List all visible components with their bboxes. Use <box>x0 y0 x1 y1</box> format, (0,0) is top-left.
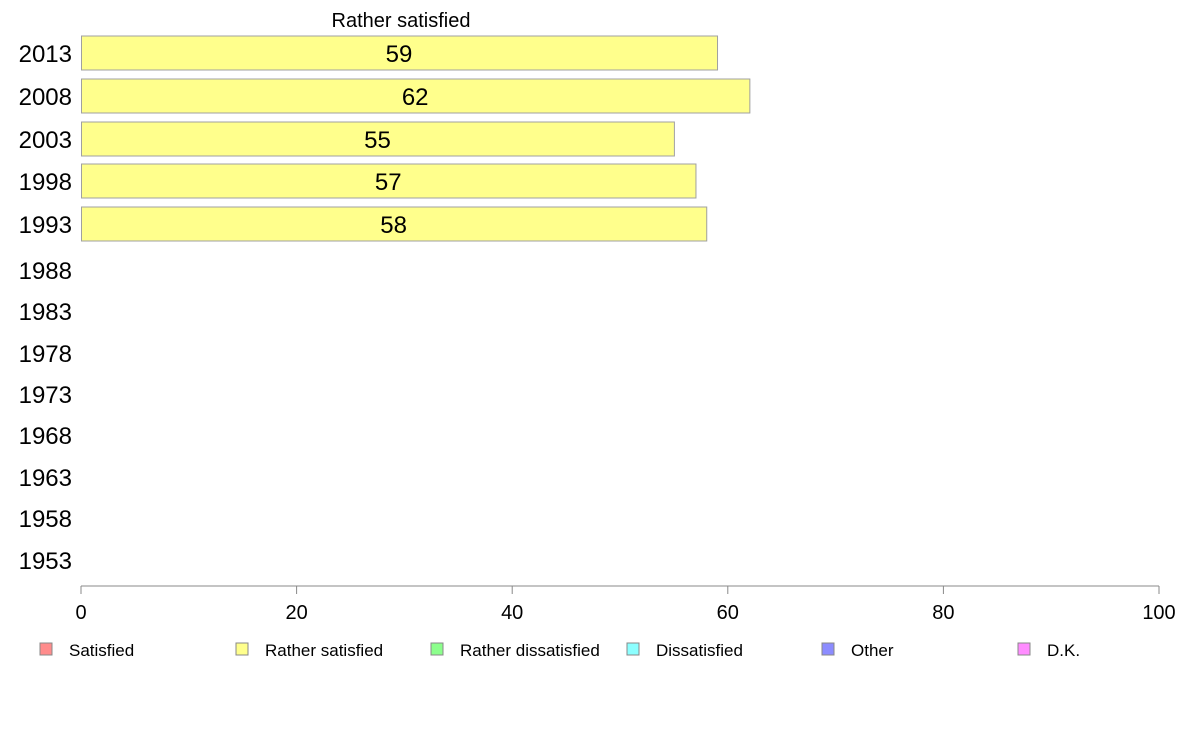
y-tick-label: 2013 <box>19 41 72 68</box>
bars-group: 59 62 55 57 58 <box>81 35 751 242</box>
x-axis: 0 20 40 60 80 100 <box>75 585 1176 624</box>
legend-entry: Rather dissatisfied <box>460 641 600 660</box>
bar-value-label: 59 <box>386 41 413 68</box>
bar <box>81 206 708 242</box>
y-tick-label: 1968 <box>19 423 72 450</box>
legend-swatch <box>430 642 444 656</box>
x-tick-label: 0 <box>75 602 86 624</box>
x-tick-label: 100 <box>1142 602 1175 624</box>
bar <box>81 121 675 157</box>
y-tick-label: 1983 <box>19 299 72 326</box>
bar-value-label: 58 <box>380 212 407 239</box>
y-tick-label: 1953 <box>19 548 72 575</box>
legend-entry: Satisfied <box>69 641 134 660</box>
chart-title: Rather satisfied <box>332 10 471 32</box>
x-tick-label: 40 <box>501 602 523 624</box>
y-tick-label: 1958 <box>19 506 72 533</box>
legend-swatch <box>626 642 640 656</box>
legend-swatch <box>1017 642 1031 656</box>
x-tick-label: 60 <box>717 602 739 624</box>
y-tick-label: 2008 <box>19 84 72 111</box>
legend-entry: Dissatisfied <box>656 641 743 660</box>
y-tick-label: 2003 <box>19 127 72 154</box>
legend-swatch <box>235 642 249 656</box>
y-tick-label: 1978 <box>19 341 72 368</box>
bar <box>81 78 751 114</box>
legend-swatch <box>39 642 53 656</box>
x-tick-label: 80 <box>932 602 954 624</box>
legend-entry: Other <box>851 641 894 660</box>
bar-value-label: 62 <box>402 84 429 111</box>
y-tick-label: 1998 <box>19 169 72 196</box>
bar-value-label: 57 <box>375 169 402 196</box>
bar <box>81 35 719 71</box>
x-tick-label: 20 <box>285 602 307 624</box>
legend: Satisfied Rather satisfied Rather dissatis… <box>39 641 1080 660</box>
y-tick-label: 1993 <box>19 212 72 239</box>
y-tick-label: 1973 <box>19 382 72 409</box>
y-tick-label: 1988 <box>19 258 72 285</box>
bar <box>81 163 697 199</box>
y-axis-labels: 2013 2008 2003 1998 1993 1988 1983 1978 1973 1968… <box>19 41 72 575</box>
legend-entry: Rather satisfied <box>265 641 383 660</box>
y-tick-label: 1963 <box>19 465 72 492</box>
legend-swatch <box>821 642 835 656</box>
bar-value-label: 55 <box>364 127 391 154</box>
legend-entry: D.K. <box>1047 641 1080 660</box>
